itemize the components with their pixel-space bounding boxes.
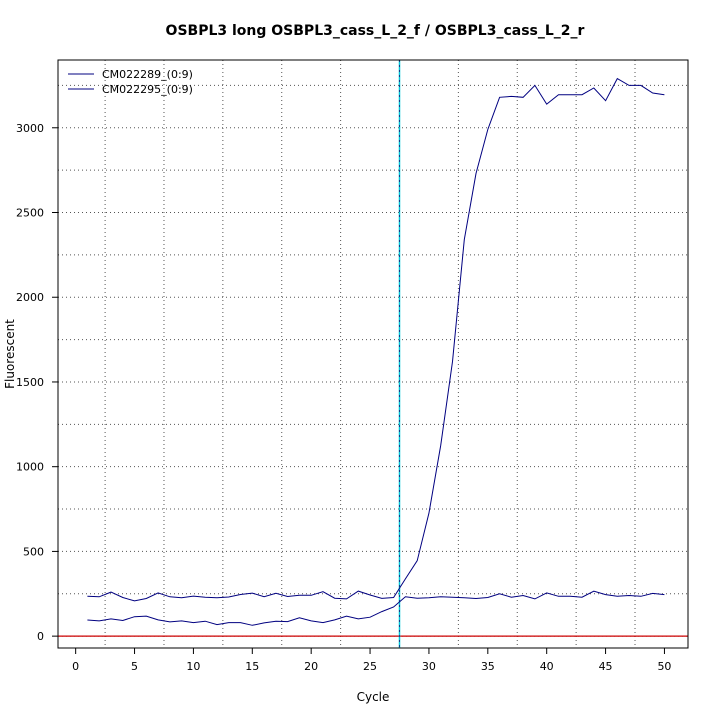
x-tick-label: 20	[304, 660, 318, 673]
x-tick-label: 30	[422, 660, 436, 673]
y-tick-label: 1000	[16, 461, 44, 474]
y-axis-label: Fluorescent	[3, 319, 17, 389]
y-axis: 0 500 1000 1500 2000 2500 3000	[16, 122, 59, 643]
series-line-2	[87, 590, 665, 626]
legend: CM022289_(0:9) CM022295_(0:9)	[68, 68, 193, 96]
y-tick-label: 1500	[16, 376, 44, 389]
x-tick-label: 35	[481, 660, 495, 673]
x-axis: 0 5 10 15 20 25 30 35 40 45 50	[72, 647, 671, 673]
series-layer	[87, 77, 665, 626]
series-line-1	[87, 77, 665, 602]
y-tick-label: 500	[23, 545, 44, 558]
y-tick-label: 2000	[16, 291, 44, 304]
plot-frame	[57, 59, 689, 649]
x-axis-label: Cycle	[357, 690, 390, 704]
x-tick-label: 45	[599, 660, 613, 673]
y-tick-label: 3000	[16, 122, 44, 135]
x-tick-label: 25	[363, 660, 377, 673]
y-tick-label: 0	[37, 630, 44, 643]
x-tick-label: 50	[657, 660, 671, 673]
x-tick-label: 10	[186, 660, 200, 673]
x-tick-label: 5	[131, 660, 138, 673]
reference-lines	[58, 60, 688, 648]
legend-label-1: CM022289_(0:9)	[102, 68, 193, 81]
x-tick-label: 40	[540, 660, 554, 673]
legend-label-2: CM022295_(0:9)	[102, 83, 193, 96]
grid	[58, 60, 688, 648]
chart-title: OSBPL3 long OSBPL3_cass_L_2_f / OSBPL3_c…	[166, 23, 585, 39]
x-tick-label: 0	[72, 660, 79, 673]
x-tick-label: 15	[245, 660, 259, 673]
y-tick-label: 2500	[16, 207, 44, 220]
